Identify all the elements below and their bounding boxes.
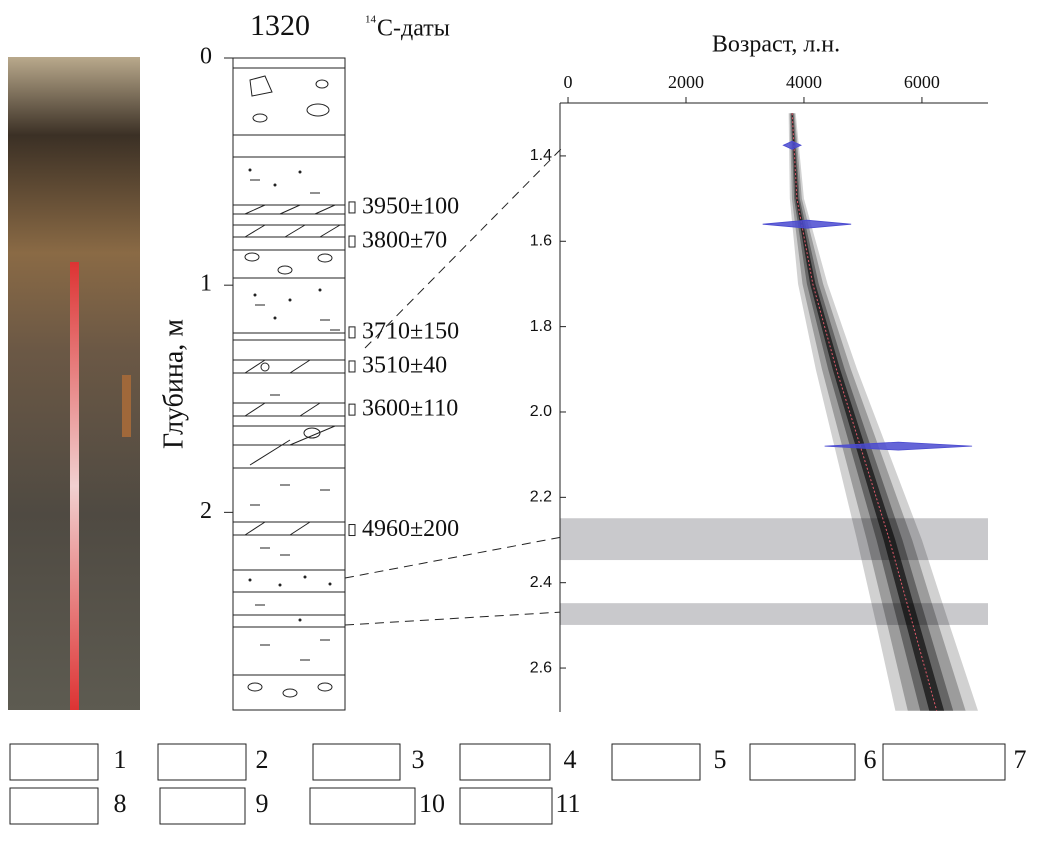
x-tick-label: 0	[564, 72, 573, 92]
legend-box	[459, 743, 551, 781]
y-tick-label: 2.0	[530, 403, 552, 420]
legend-label: 9	[256, 789, 269, 818]
date-distribution	[762, 219, 852, 229]
dates-title: С-даты	[377, 16, 450, 42]
legend-label: 10	[419, 789, 445, 818]
model-median	[791, 113, 938, 711]
hiatus-band	[560, 518, 988, 561]
y-tick-label: 2.2	[530, 489, 552, 506]
legend-box	[309, 787, 416, 825]
y-tick-label: 1.4	[530, 147, 552, 164]
x-tick-label: 2000	[668, 72, 704, 92]
legend-box	[159, 787, 246, 825]
sample-marker	[348, 403, 356, 416]
depth-label: Глубина, м	[158, 319, 189, 449]
legend-box	[9, 743, 99, 781]
legend-label: 3	[412, 745, 425, 774]
y-tick-label: 2.6	[530, 659, 552, 676]
legend-box	[9, 787, 99, 825]
sample-label: 4960±200	[362, 516, 459, 542]
date-distribution	[824, 441, 973, 451]
sample-label: 3710±150	[362, 318, 459, 344]
model-envelope	[788, 113, 978, 711]
hiatus-band	[560, 603, 988, 625]
depth-tick-label: 2	[200, 498, 212, 524]
legend-box	[611, 743, 701, 781]
photo	[8, 57, 140, 710]
sample-label: 3600±110	[362, 396, 458, 422]
strat-column	[232, 57, 346, 711]
sample-marker	[348, 360, 356, 373]
x-tick-label: 6000	[904, 72, 940, 92]
legend-label: 4	[564, 745, 577, 774]
date-distribution	[782, 140, 802, 150]
column-title: 1320	[250, 9, 310, 42]
legend-label: 8	[114, 789, 127, 818]
legend-box	[749, 743, 856, 781]
x-tick-label: 4000	[786, 72, 822, 92]
legend-label: 7	[1014, 745, 1027, 774]
x-axis-label: Возраст, л.н.	[712, 32, 840, 58]
legend-box	[157, 743, 247, 781]
dates-title-sup: 14	[365, 14, 377, 26]
legend-label: 11	[555, 789, 580, 818]
legend-label: 1	[114, 745, 127, 774]
sample-marker	[348, 235, 356, 248]
legend-label: 5	[714, 745, 727, 774]
legend-box	[882, 743, 1006, 781]
y-tick-label: 2.4	[530, 574, 552, 591]
correlation-lines	[344, 147, 563, 626]
sample-label: 3950±100	[362, 193, 459, 219]
y-tick-label: 1.6	[530, 232, 552, 249]
legend-label: 6	[864, 745, 877, 774]
legend-box	[459, 787, 553, 825]
sample-marker	[348, 524, 356, 537]
sample-marker	[348, 326, 356, 339]
sample-label: 3800±70	[362, 228, 447, 254]
legend-box	[312, 743, 401, 781]
y-tick-label: 1.8	[530, 318, 552, 335]
sample-marker	[348, 201, 356, 214]
legend-label: 2	[256, 745, 269, 774]
sample-label: 3510±40	[362, 352, 447, 378]
depth-tick-label: 0	[200, 44, 212, 70]
depth-tick-label: 1	[200, 271, 212, 297]
